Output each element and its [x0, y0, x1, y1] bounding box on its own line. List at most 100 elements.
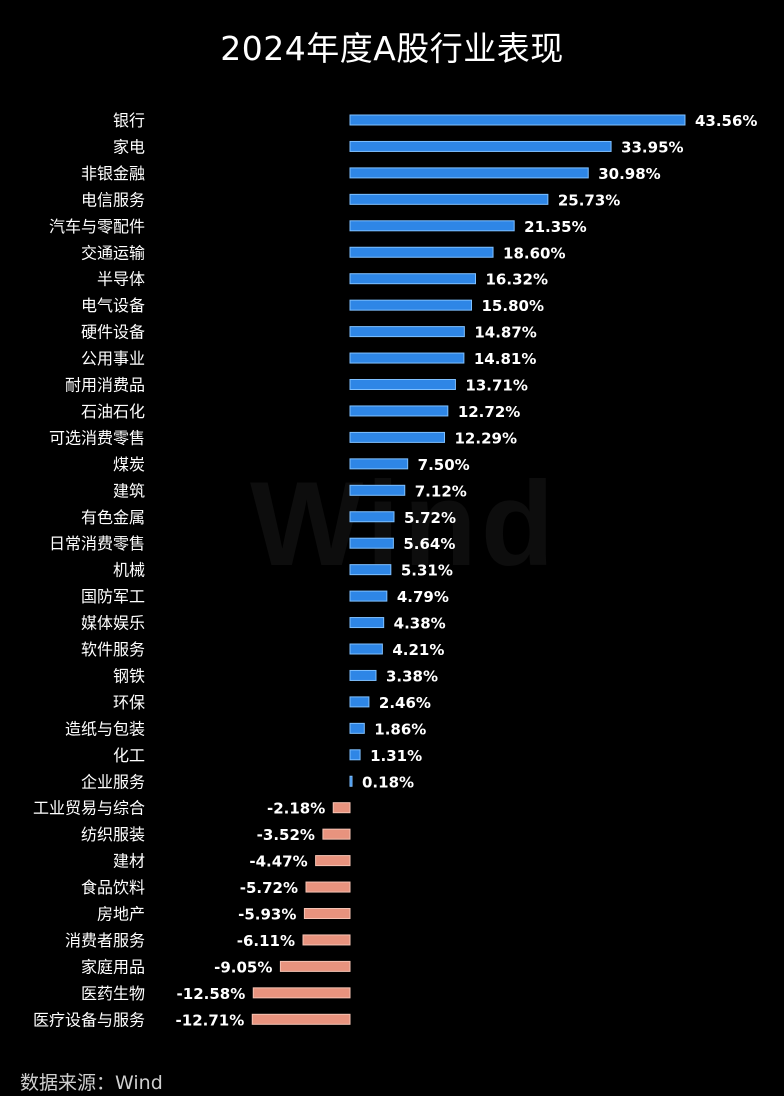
value-label: -5.72% — [240, 879, 298, 897]
value-label: 3.38% — [386, 667, 438, 685]
value-label: 5.64% — [403, 535, 455, 553]
bar — [349, 775, 353, 787]
value-label: 1.31% — [370, 747, 422, 765]
value-label: 7.50% — [418, 456, 470, 474]
bar — [349, 246, 494, 258]
category-label: 交通运输 — [81, 243, 145, 262]
bar — [349, 273, 477, 285]
bar — [349, 431, 446, 443]
category-label: 煤炭 — [113, 455, 145, 474]
value-label: 4.38% — [394, 615, 446, 633]
category-label: 造纸与包装 — [65, 719, 145, 738]
bar — [305, 881, 351, 893]
bar — [315, 855, 351, 867]
bar — [349, 511, 395, 523]
bar — [349, 564, 392, 576]
bar — [349, 140, 612, 152]
value-label: 25.73% — [558, 191, 620, 209]
category-label: 家电 — [113, 137, 145, 156]
category-label: 医药生物 — [81, 984, 145, 1003]
category-label: 家庭用品 — [81, 957, 145, 976]
bar — [349, 617, 385, 629]
category-label: 化工 — [113, 746, 145, 765]
value-label: 21.35% — [524, 218, 586, 236]
bar — [349, 220, 515, 232]
bar — [349, 352, 465, 364]
category-label: 建筑 — [113, 481, 145, 500]
bar — [349, 405, 449, 417]
category-label: 媒体娱乐 — [81, 614, 145, 633]
bar — [349, 484, 406, 496]
category-label: 公用事业 — [81, 349, 145, 368]
category-label: 环保 — [113, 693, 145, 712]
value-label: 33.95% — [621, 138, 683, 156]
value-label: 7.12% — [415, 482, 467, 500]
value-label: 5.31% — [401, 562, 453, 580]
value-label: 2.46% — [379, 694, 431, 712]
bar — [349, 193, 549, 205]
value-label: 12.72% — [458, 403, 520, 421]
value-label: 30.98% — [598, 165, 660, 183]
category-label: 石油石化 — [81, 402, 145, 421]
category-label: 非银金融 — [81, 164, 145, 183]
bar — [349, 669, 377, 681]
value-label: 4.79% — [397, 588, 449, 606]
category-label: 食品饮料 — [81, 878, 145, 897]
value-label: 14.81% — [474, 350, 536, 368]
bar — [279, 960, 351, 972]
bar — [252, 987, 351, 999]
category-label: 纺织服装 — [81, 825, 145, 844]
category-label: 电气设备 — [81, 296, 145, 315]
bar — [349, 114, 686, 126]
category-label: 日常消费零售 — [49, 534, 145, 553]
value-label: -2.18% — [267, 800, 325, 818]
bar — [349, 749, 361, 761]
category-label: 硬件设备 — [81, 323, 145, 342]
bar — [349, 379, 456, 390]
bar — [349, 537, 394, 549]
value-label: -6.11% — [237, 932, 295, 950]
category-label: 消费者服务 — [65, 931, 145, 950]
value-label: -12.71% — [176, 1011, 245, 1029]
watermark: Wind — [250, 457, 559, 591]
bar — [349, 643, 383, 655]
category-label: 钢铁 — [113, 666, 145, 685]
value-label: 18.60% — [503, 244, 565, 262]
value-label: 12.29% — [455, 429, 517, 447]
value-label: 4.21% — [392, 641, 444, 659]
bar — [349, 299, 473, 311]
category-label: 医疗设备与服务 — [33, 1010, 145, 1029]
bar — [303, 908, 351, 919]
category-label: 软件服务 — [81, 640, 145, 659]
source-note: 数据来源：Wind — [20, 1072, 163, 1094]
value-label: -9.05% — [214, 958, 272, 976]
value-label: -4.47% — [249, 853, 307, 871]
value-label: 0.18% — [362, 773, 414, 791]
value-label: 14.87% — [474, 324, 536, 342]
value-label: 15.80% — [482, 297, 544, 315]
bar — [349, 458, 409, 470]
category-label: 电信服务 — [81, 190, 145, 209]
bar — [332, 802, 351, 814]
value-label: 16.32% — [486, 271, 548, 289]
category-label: 房地产 — [97, 905, 145, 924]
bar — [302, 934, 351, 946]
value-label: 5.72% — [404, 509, 456, 527]
category-label: 建材 — [113, 852, 145, 871]
value-label: -12.58% — [177, 985, 246, 1003]
value-label: 1.86% — [374, 720, 426, 738]
bar — [349, 590, 388, 602]
bar — [251, 1013, 351, 1025]
category-label: 银行 — [113, 111, 145, 130]
category-label: 可选消费零售 — [49, 428, 145, 447]
value-label: -5.93% — [238, 906, 296, 924]
category-label: 汽车与零配件 — [49, 217, 145, 236]
value-label: 43.56% — [695, 112, 757, 130]
category-label: 工业贸易与综合 — [33, 799, 145, 818]
bar — [349, 696, 370, 708]
chart-title: 2024年度A股行业表现 — [220, 29, 564, 68]
category-label: 耐用消费品 — [65, 376, 145, 395]
category-label: 有色金属 — [81, 508, 145, 527]
value-label: -3.52% — [257, 826, 315, 844]
